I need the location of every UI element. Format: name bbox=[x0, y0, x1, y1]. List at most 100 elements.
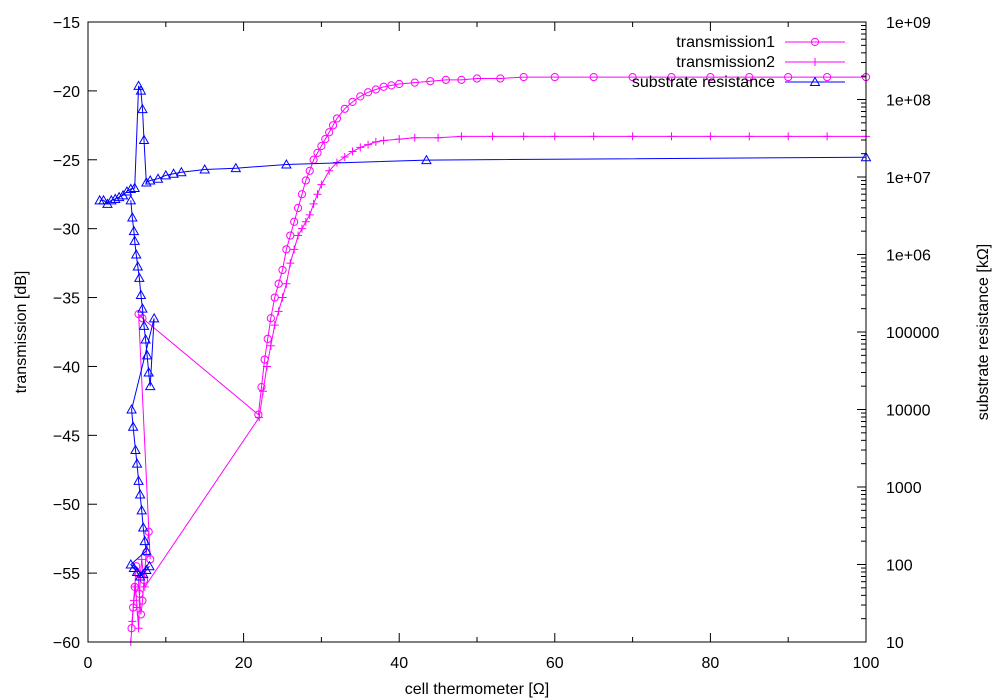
data-point-circle bbox=[356, 92, 365, 101]
data-point-circle bbox=[301, 176, 310, 185]
data-point-triangle bbox=[113, 191, 125, 202]
data-point-triangle bbox=[131, 566, 143, 577]
data-point-plus bbox=[745, 132, 754, 141]
data-point-circle bbox=[286, 231, 295, 240]
data-point-plus bbox=[286, 259, 295, 268]
data-point-plus bbox=[140, 582, 149, 591]
data-point-triangle bbox=[109, 193, 121, 204]
data-point-triangle bbox=[421, 154, 432, 165]
data-point-circle bbox=[340, 104, 349, 113]
data-point-plus bbox=[519, 132, 528, 141]
data-point-circle bbox=[519, 73, 528, 82]
data-point-triangle bbox=[138, 134, 150, 145]
legend-label: transmission2 bbox=[676, 54, 775, 71]
data-point-triangle bbox=[125, 183, 137, 194]
data-point-triangle bbox=[128, 562, 140, 573]
data-point-plus bbox=[457, 132, 466, 141]
data-point-plus bbox=[282, 279, 291, 288]
data-point-circle bbox=[810, 37, 820, 47]
data-point-triangle bbox=[144, 560, 155, 571]
data-point-triangle bbox=[137, 103, 148, 114]
data-point-triangle bbox=[105, 194, 117, 205]
data-point-triangle bbox=[199, 163, 211, 174]
data-point-circle bbox=[328, 121, 338, 130]
data-point-plus bbox=[262, 362, 271, 371]
y-tick-label: −15 bbox=[53, 15, 80, 32]
data-point-plus bbox=[550, 132, 559, 141]
data-point-plus bbox=[488, 132, 497, 141]
x-tick-label: 0 bbox=[84, 655, 93, 672]
data-point-plus bbox=[259, 387, 268, 396]
data-point-plus bbox=[364, 140, 373, 149]
data-point-circle bbox=[371, 85, 380, 94]
y2-tick-label: 1e+07 bbox=[886, 170, 931, 187]
data-point-plus bbox=[278, 293, 287, 302]
data-point-circle bbox=[496, 74, 505, 83]
data-point-circle bbox=[550, 73, 559, 82]
data-point-circle bbox=[363, 88, 373, 97]
data-point-circle bbox=[144, 527, 153, 536]
data-point-circle bbox=[348, 97, 357, 107]
data-point-circle bbox=[667, 73, 676, 82]
data-point-plus bbox=[823, 132, 832, 141]
data-point-circle bbox=[297, 190, 307, 199]
data-point-plus bbox=[379, 136, 388, 145]
data-point-circle bbox=[395, 79, 404, 89]
data-point-plus bbox=[325, 166, 334, 175]
data-point-circle bbox=[589, 73, 598, 82]
data-point-circle bbox=[784, 73, 793, 82]
data-point-plus bbox=[317, 180, 326, 189]
data-point-circle bbox=[706, 73, 715, 82]
data-point-circle bbox=[823, 73, 832, 82]
y2-tick-label: 1000 bbox=[886, 480, 922, 497]
data-point-circle bbox=[441, 75, 450, 84]
data-point-plus bbox=[297, 224, 306, 233]
data-point-circle bbox=[387, 81, 396, 90]
data-point-circle bbox=[745, 73, 754, 82]
data-point-circle bbox=[257, 383, 266, 392]
data-point-plus bbox=[434, 133, 443, 142]
data-point-plus bbox=[133, 603, 142, 612]
data-point-plus bbox=[313, 190, 322, 199]
data-point-plus bbox=[129, 596, 138, 605]
data-point-circle bbox=[410, 78, 419, 87]
x-tick-label: 20 bbox=[235, 655, 253, 672]
y-tick-label: −30 bbox=[53, 222, 80, 239]
data-point-plus bbox=[137, 555, 146, 564]
y2-tick-label: 10000 bbox=[886, 403, 931, 420]
data-point-plus bbox=[395, 135, 404, 144]
data-point-circle bbox=[282, 245, 291, 254]
data-point-plus bbox=[628, 132, 637, 141]
data-point-circle bbox=[472, 74, 482, 83]
data-point-triangle bbox=[230, 162, 242, 173]
series-transmission2 bbox=[126, 132, 870, 646]
y-tick-label: −55 bbox=[53, 566, 80, 583]
data-point-circle bbox=[270, 293, 279, 302]
data-point-triangle bbox=[152, 173, 164, 183]
data-point-plus bbox=[128, 617, 137, 626]
data-point-plus bbox=[348, 147, 357, 156]
y-tick-label: −25 bbox=[53, 153, 80, 170]
data-point-plus bbox=[294, 231, 303, 240]
data-point-triangle bbox=[176, 166, 187, 177]
data-point-plus bbox=[811, 58, 819, 66]
data-point-plus bbox=[131, 582, 140, 591]
data-point-triangle bbox=[98, 194, 109, 205]
data-point-circle bbox=[305, 166, 314, 175]
legend: transmission1 transmission2 substrate resi… bbox=[632, 34, 845, 91]
y-tick-label: −35 bbox=[53, 291, 80, 308]
y2-tick-label: 1e+09 bbox=[886, 15, 931, 32]
data-point-triangle bbox=[160, 169, 172, 180]
legend-label: transmission1 bbox=[676, 34, 775, 51]
x-tick-label: 40 bbox=[390, 655, 408, 672]
legend-label: substrate resistance bbox=[632, 74, 775, 91]
x-axis-title: cell thermometer [Ω] bbox=[405, 681, 549, 698]
y-tick-label: −20 bbox=[53, 84, 80, 101]
y2-axis-title: substrate resistance [kΩ] bbox=[975, 244, 992, 420]
y-tick-label: −50 bbox=[53, 497, 80, 514]
y-tick-label: −60 bbox=[53, 635, 80, 652]
data-point-circle bbox=[266, 314, 275, 323]
data-point-circle bbox=[138, 314, 147, 323]
data-point-plus bbox=[784, 132, 793, 141]
x-tick-label: 60 bbox=[546, 655, 564, 672]
